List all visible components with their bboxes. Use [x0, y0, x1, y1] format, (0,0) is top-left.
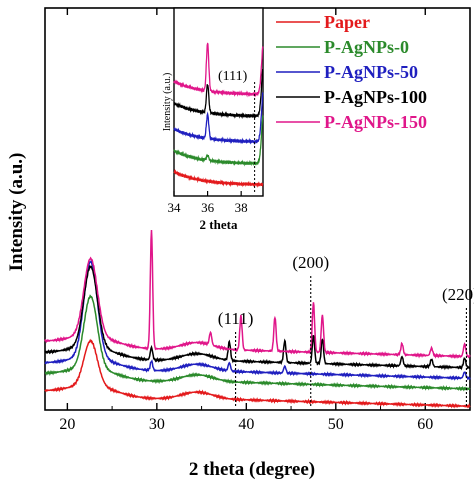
- inset-series-line-p-agnps-100: [173, 69, 264, 120]
- inset-y-axis-title: Intensity (a.u.): [162, 73, 173, 132]
- x-tick-label: 60: [417, 416, 433, 433]
- inset-plot-area: 34 36 38 2 theta Intensity (a.u.) (111): [162, 7, 264, 232]
- x-axis-title: 2 theta (degree): [189, 459, 315, 480]
- legend-label: Paper: [324, 12, 370, 32]
- plane-label: (111): [218, 309, 254, 328]
- legend-label: P-AgNPs-0: [324, 37, 409, 57]
- series-line-paper: [44, 338, 471, 409]
- inset-plane-label: (111): [218, 69, 248, 84]
- legend-label: P-AgNPs-150: [324, 112, 427, 132]
- x-tick-label: 50: [328, 416, 344, 433]
- x-tick-label: 30: [149, 416, 165, 433]
- main-plot-area: 20 30 40 50 60 (111) (200) (220): [44, 7, 474, 433]
- legend-label: P-AgNPs-50: [324, 62, 418, 82]
- x-tick-label: 20: [59, 416, 75, 433]
- plane-label: (200): [292, 253, 329, 272]
- series-line-p-agnps-100: [44, 264, 471, 371]
- inset-series-line-paper: [173, 168, 264, 188]
- legend-label: P-AgNPs-100: [324, 87, 427, 107]
- inset-series-line-p-agnps-50: [173, 92, 264, 146]
- inset-x-tick-label: 34: [168, 200, 182, 215]
- inset-series-line-p-agnps-0: [173, 115, 264, 167]
- series-line-p-agnps-150: [44, 229, 471, 359]
- inset-x-axis-title: 2 theta: [200, 217, 238, 232]
- inset-x-tick-label: 36: [201, 200, 215, 215]
- series-line-p-agnps-0: [44, 294, 471, 392]
- inset-frame: [173, 7, 264, 197]
- inset-series-line-p-agnps-150: [173, 42, 264, 98]
- plane-label: (220): [442, 285, 474, 304]
- y-axis-title: Intensity (a.u.): [6, 153, 27, 272]
- x-tick-label: 40: [238, 416, 254, 433]
- inset-x-tick-label: 38: [235, 200, 248, 215]
- series-line-p-agnps-50: [44, 259, 471, 381]
- legend: Paper P-AgNPs-0 P-AgNPs-50 P-AgNPs-100 P-AgN…: [276, 12, 427, 132]
